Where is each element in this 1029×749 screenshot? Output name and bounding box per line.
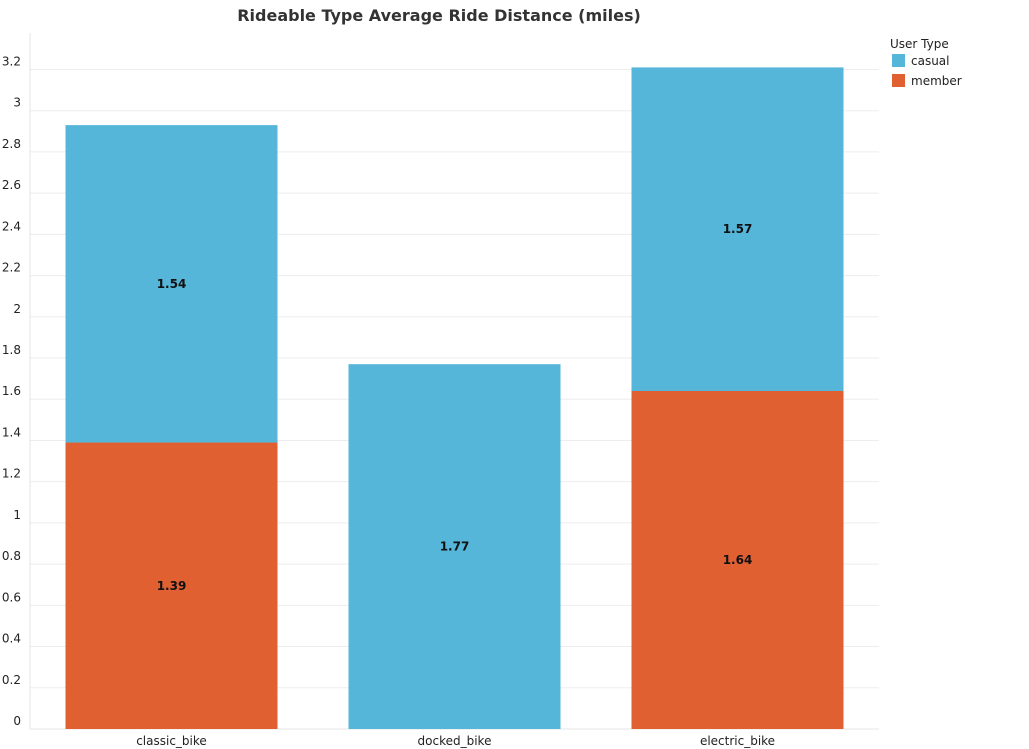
y-tick-label: 2.2 — [2, 261, 21, 275]
bar-docked_bike-casual[interactable] — [348, 364, 561, 729]
x-axis-tick-labels: classic_bike docked_bike electric_bike — [136, 734, 775, 748]
legend-swatch-casual — [892, 54, 905, 67]
data-label-classic_bike-casual: 1.54 — [157, 277, 187, 291]
y-tick-label: 0.6 — [2, 590, 21, 604]
data-label-electric_bike-casual: 1.57 — [723, 222, 753, 236]
bar-classic_bike-member[interactable] — [65, 442, 278, 729]
y-tick-label: 2.4 — [2, 219, 21, 233]
data-label-docked_bike-casual: 1.77 — [440, 540, 470, 554]
legend-label-casual[interactable]: casual — [911, 54, 950, 68]
bar-classic_bike-casual[interactable] — [65, 125, 278, 443]
y-tick-label: 0.4 — [2, 632, 21, 646]
y-tick-label: 3.2 — [2, 54, 21, 68]
x-tick-label-docked_bike: docked_bike — [418, 734, 492, 748]
y-tick-label: 2 — [13, 302, 21, 316]
y-tick-label: 1.6 — [2, 384, 21, 398]
y-tick-label: 0.8 — [2, 549, 21, 563]
data-label-electric_bike-member: 1.64 — [723, 553, 753, 567]
bar-electric_bike-casual[interactable] — [631, 67, 844, 391]
legend: User Type casual member — [890, 37, 962, 88]
data-labels: 1.39 1.54 1.77 1.64 1.57 — [157, 222, 753, 593]
x-tick-label-electric_bike: electric_bike — [700, 734, 775, 748]
y-tick-label: 0 — [13, 714, 21, 728]
y-tick-label: 1 — [13, 508, 21, 522]
y-tick-label: 1.2 — [2, 467, 21, 481]
y-tick-label: 2.6 — [2, 178, 21, 192]
y-tick-label: 2.8 — [2, 137, 21, 151]
legend-label-member[interactable]: member — [911, 74, 962, 88]
chart-title: Rideable Type Average Ride Distance (mil… — [237, 6, 641, 25]
y-tick-label: 0.2 — [2, 673, 21, 687]
x-tick-label-classic_bike: classic_bike — [136, 734, 207, 748]
y-tick-label: 1.4 — [2, 425, 21, 439]
y-tick-label: 1.8 — [2, 343, 21, 357]
bar-electric_bike-member[interactable] — [631, 390, 844, 729]
legend-title: User Type — [890, 37, 949, 51]
legend-swatch-member — [892, 74, 905, 87]
data-label-classic_bike-member: 1.39 — [157, 579, 187, 593]
bars — [65, 67, 844, 729]
y-tick-label: 3 — [13, 96, 21, 110]
y-axis-tick-labels: 0 0.2 0.4 0.6 0.8 1 1.2 1.4 1.6 1.8 2 2.2 2.4 2.6 2.8 3… — [2, 54, 21, 728]
